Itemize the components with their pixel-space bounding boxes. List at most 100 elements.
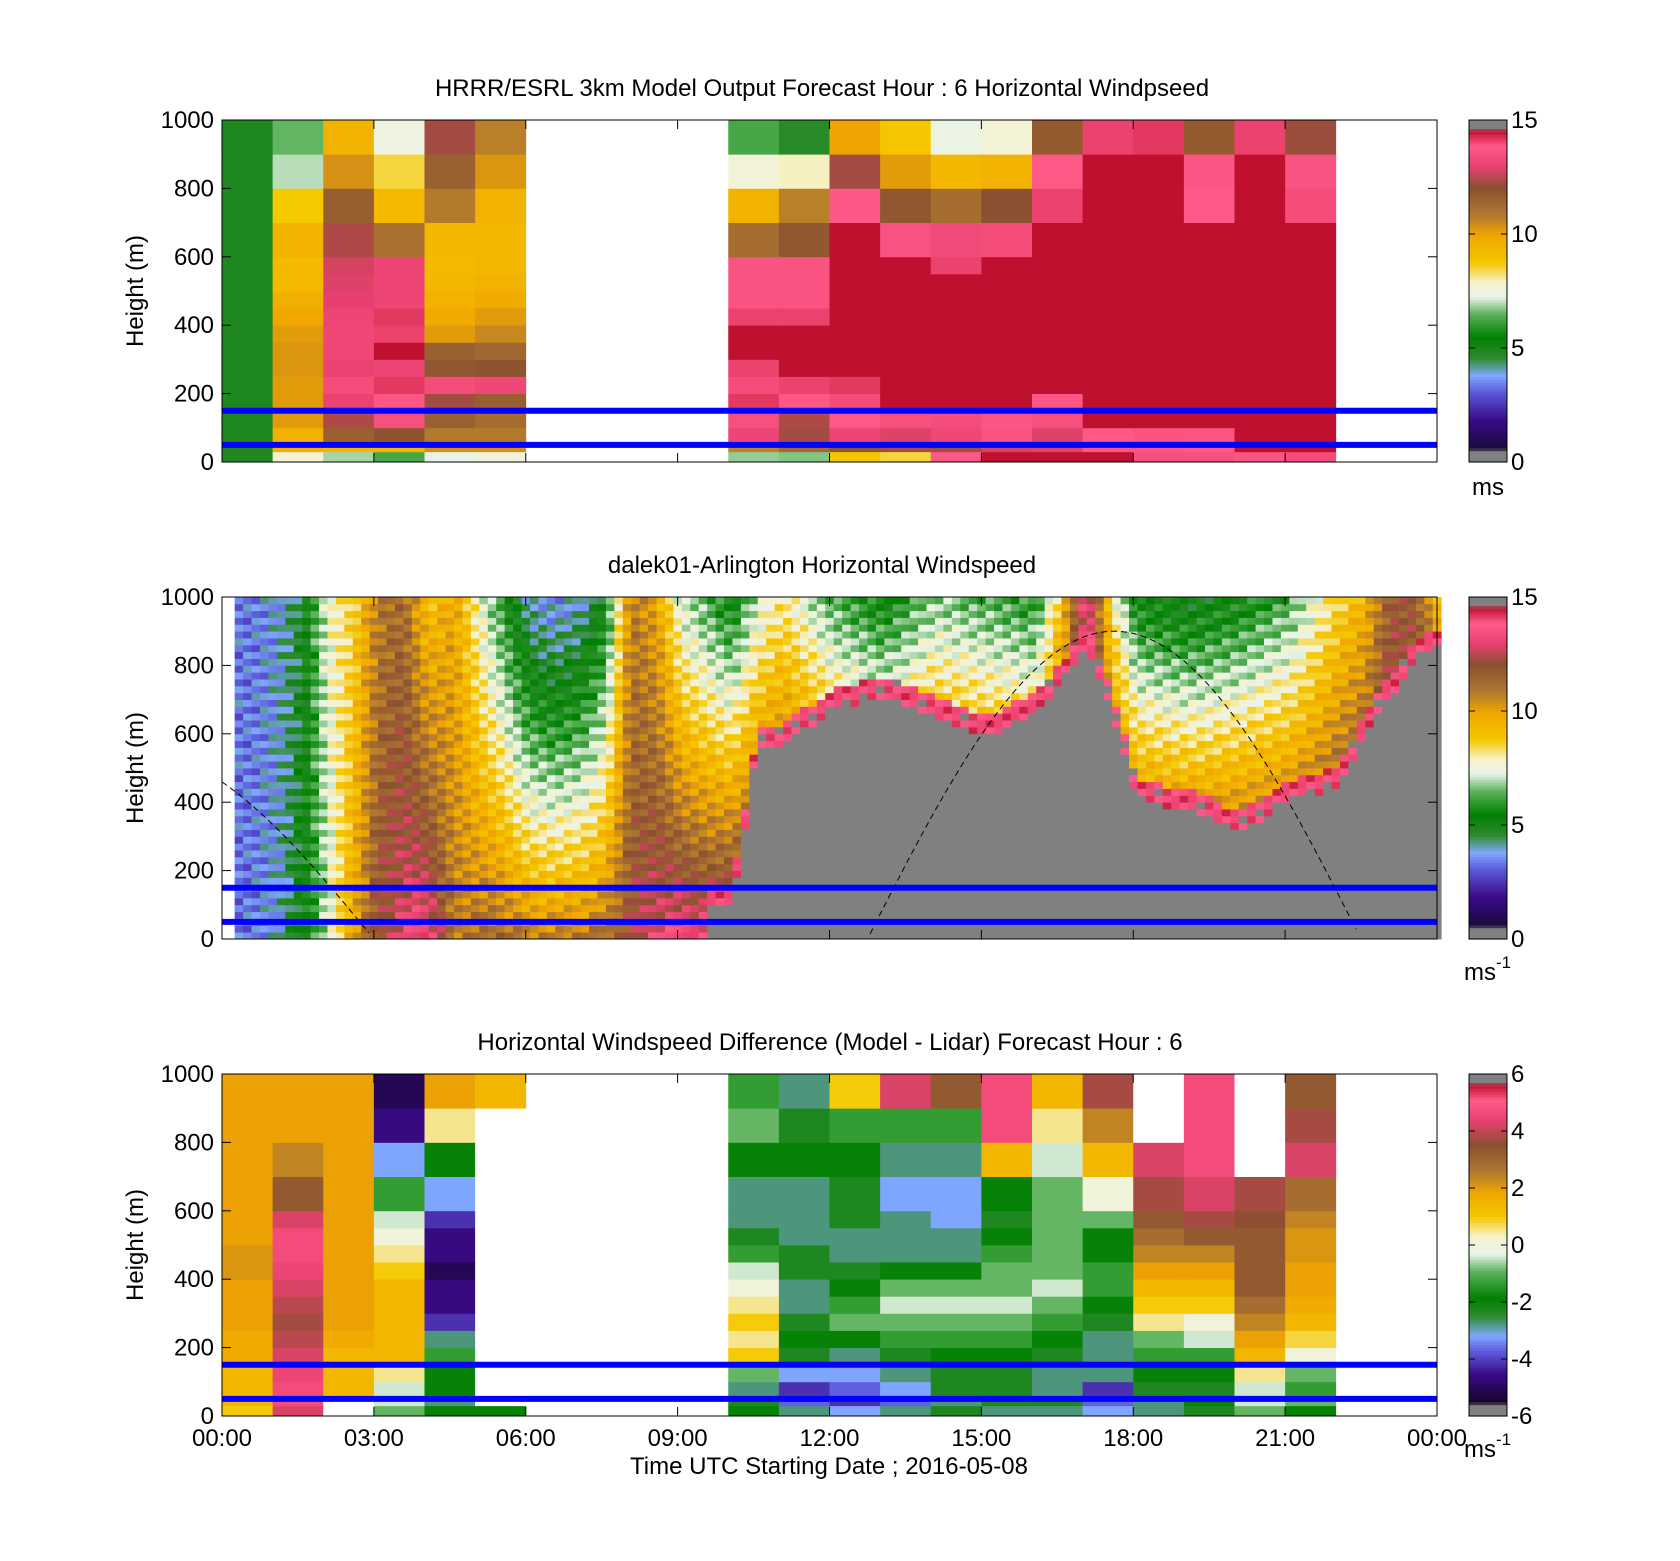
heatmap-cell xyxy=(943,870,953,878)
heatmap-cell xyxy=(487,638,497,646)
heatmap-cell xyxy=(487,768,497,776)
heatmap-cell xyxy=(960,692,970,700)
heatmap-cell xyxy=(918,597,927,605)
heatmap-cell xyxy=(724,829,733,837)
heatmap-cell xyxy=(622,932,632,940)
heatmap-cell xyxy=(930,359,982,377)
heatmap-cell xyxy=(740,685,750,694)
heatmap-cell xyxy=(605,651,615,659)
heatmap-cell xyxy=(1285,256,1337,275)
heatmap-cell xyxy=(622,809,632,817)
heatmap-cell xyxy=(243,685,252,694)
heatmap-cell xyxy=(293,843,303,851)
heatmap-cell xyxy=(352,863,362,871)
heatmap-cell xyxy=(648,685,657,694)
heatmap-cell xyxy=(875,815,885,824)
heatmap-cell xyxy=(681,699,691,707)
heatmap-cell xyxy=(293,726,303,735)
heatmap-cell xyxy=(867,617,877,625)
heatmap-cell xyxy=(690,911,700,919)
heatmap-cell xyxy=(373,410,425,429)
heatmap-cell xyxy=(513,932,522,940)
heatmap-cell xyxy=(732,617,742,625)
heatmap-cell xyxy=(1183,451,1235,463)
heatmap-cell xyxy=(268,624,278,632)
heatmap-cell xyxy=(513,685,522,694)
heatmap-cell xyxy=(783,713,792,721)
heatmap-cell xyxy=(918,733,927,742)
heatmap-cell xyxy=(622,877,632,885)
heatmap-cell xyxy=(799,747,809,755)
heatmap-cell xyxy=(470,843,480,851)
heatmap-cell xyxy=(934,829,944,837)
heatmap-cell xyxy=(656,774,666,783)
heatmap-cell xyxy=(487,610,497,618)
heatmap-cell xyxy=(437,631,446,639)
heatmap-cell xyxy=(842,726,851,735)
heatmap-cell xyxy=(774,904,784,913)
heatmap-cell xyxy=(259,788,269,796)
heatmap-cell xyxy=(445,870,455,878)
heatmap-cell xyxy=(589,870,598,878)
heatmap-cell xyxy=(487,692,497,700)
heatmap-cell xyxy=(538,740,548,748)
heatmap-cell xyxy=(572,603,581,612)
heatmap-cell xyxy=(799,713,809,721)
heatmap-cell xyxy=(234,733,244,742)
heatmap-cell xyxy=(842,836,851,844)
heatmap-cell xyxy=(243,768,252,776)
heatmap-cell xyxy=(943,795,953,803)
heatmap-cell xyxy=(884,713,894,721)
heatmap-cell xyxy=(631,822,641,830)
heatmap-cell xyxy=(302,897,311,906)
heatmap-cell xyxy=(555,809,565,817)
heatmap-cell xyxy=(251,706,261,714)
heatmap-cell xyxy=(749,651,759,659)
heatmap-cell xyxy=(808,904,818,913)
heatmap-cell xyxy=(951,685,961,694)
heatmap-cell xyxy=(639,795,649,803)
heatmap-cell xyxy=(664,761,674,769)
heatmap-cell xyxy=(546,699,556,707)
heatmap-cell xyxy=(614,747,624,755)
heatmap-cell xyxy=(546,795,556,803)
heatmap-cell xyxy=(373,342,425,360)
heatmap-cell xyxy=(816,644,826,653)
heatmap-cell xyxy=(352,781,362,789)
heatmap-cell xyxy=(243,617,252,625)
heatmap-cell xyxy=(529,788,539,796)
heatmap-cell xyxy=(943,843,953,851)
heatmap-cell xyxy=(690,603,700,612)
heatmap-cell xyxy=(437,624,446,632)
heatmap-cell xyxy=(766,720,776,728)
heatmap-cell xyxy=(778,120,830,155)
heatmap-cell xyxy=(335,692,345,700)
heatmap-cell xyxy=(504,815,514,824)
heatmap-cell xyxy=(394,911,404,919)
heatmap-cell xyxy=(437,761,446,769)
heatmap-cell xyxy=(892,768,902,776)
heatmap-cell xyxy=(479,658,489,666)
heatmap-cell xyxy=(276,692,286,700)
heatmap-cell xyxy=(850,802,860,810)
heatmap-cell xyxy=(251,597,261,605)
heatmap-cell xyxy=(783,617,792,625)
heatmap-cell xyxy=(386,692,396,700)
heatmap-cell xyxy=(867,665,877,673)
heatmap-cell xyxy=(884,665,894,673)
colorbar-swatch xyxy=(1469,139,1507,144)
heatmap-cell xyxy=(369,904,379,913)
heatmap-cell xyxy=(766,768,776,776)
heatmap-cell xyxy=(664,891,674,899)
heatmap-cell xyxy=(707,870,716,878)
heatmap-cell xyxy=(833,897,843,906)
heatmap-cell xyxy=(909,679,919,687)
heatmap-cell xyxy=(310,685,320,694)
heatmap-cell xyxy=(597,672,607,680)
heatmap-cell xyxy=(926,733,936,742)
heatmap-cell xyxy=(934,802,944,810)
heatmap-cell xyxy=(728,291,780,309)
heatmap-cell xyxy=(884,754,894,762)
heatmap-cell xyxy=(901,617,911,625)
heatmap-cell xyxy=(943,822,953,830)
